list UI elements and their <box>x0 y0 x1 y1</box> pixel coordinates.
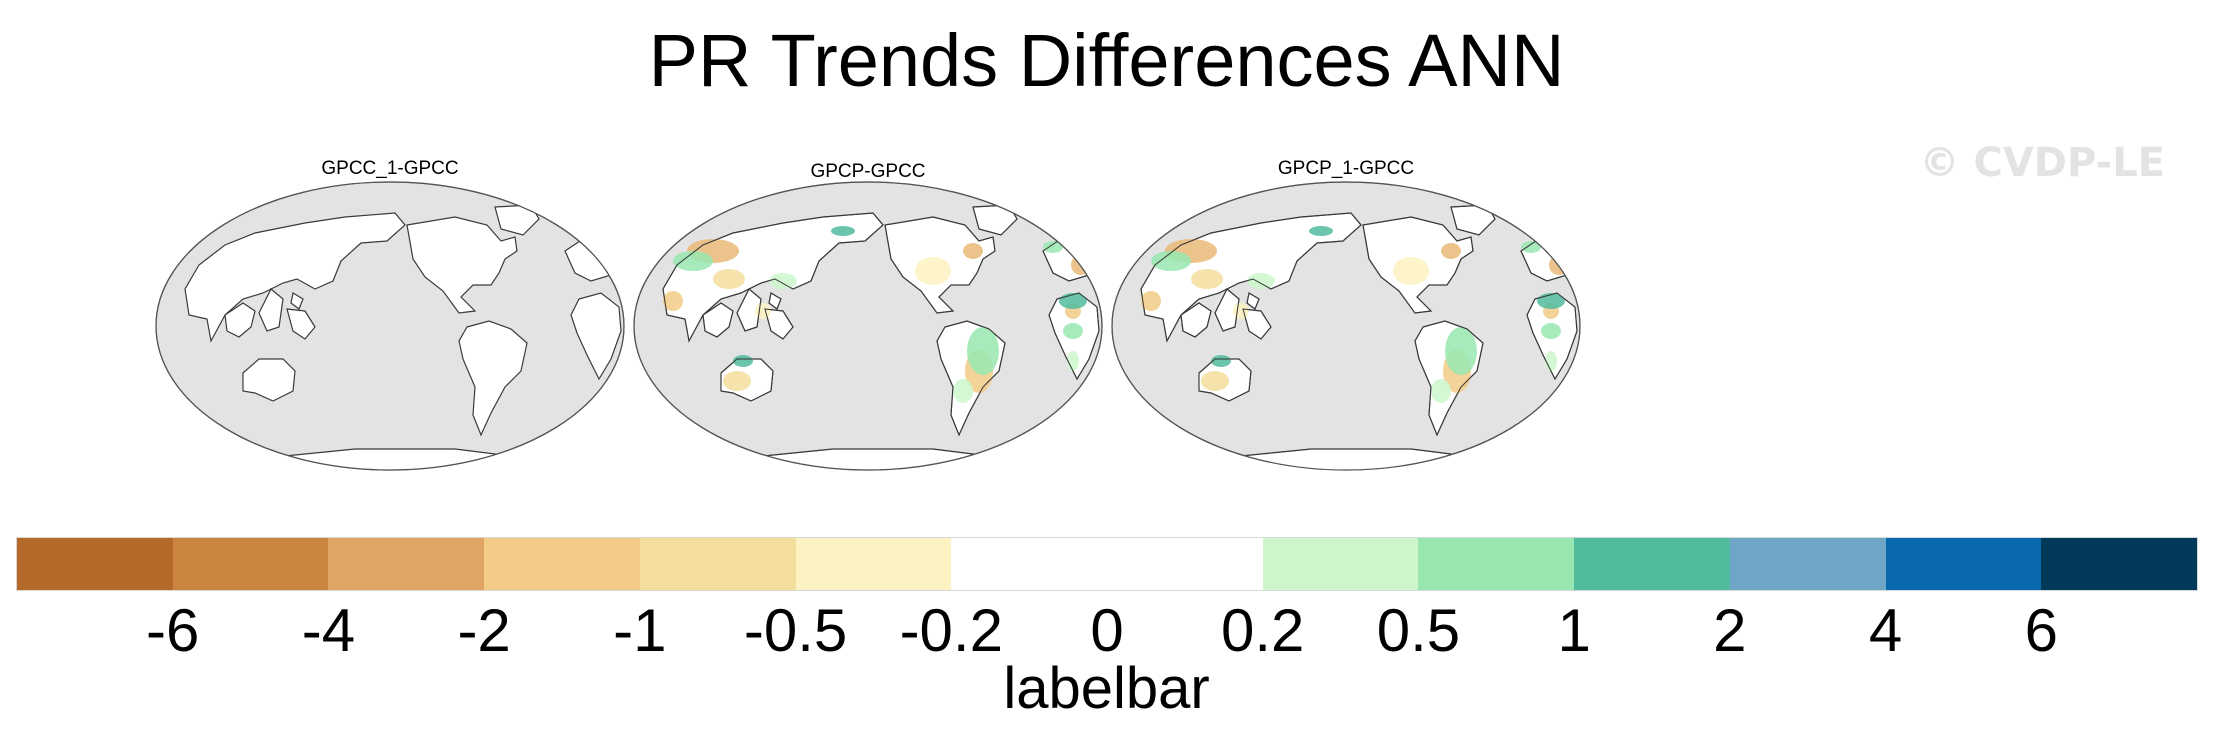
coastline <box>768 292 782 310</box>
labelbar-box <box>17 538 173 590</box>
trend-patch-positive <box>673 251 713 271</box>
labelbar-tick-label: 0.5 <box>1376 597 1461 664</box>
coastline <box>736 288 762 332</box>
map-border <box>155 181 625 471</box>
coastline <box>936 320 1006 437</box>
trend-patch-negative <box>663 291 683 311</box>
trend-patch-negative <box>723 371 751 391</box>
coastline <box>720 358 774 402</box>
trend-patch-positive <box>1541 323 1561 339</box>
trend-patch-positive <box>1151 251 1191 271</box>
land-outline <box>458 320 528 437</box>
trend-patch-positive <box>769 273 797 289</box>
coastline <box>884 216 996 314</box>
trend-patch-positive <box>1063 323 1083 339</box>
labelbar-box <box>172 538 329 590</box>
trend-patch-negative <box>1201 371 1229 391</box>
trend-patch-positive <box>1431 379 1451 403</box>
coastline <box>764 308 794 340</box>
trend-patch-negative <box>1191 269 1223 289</box>
coastline <box>1242 308 1272 340</box>
coastline <box>1180 302 1212 338</box>
labelbar-box <box>328 538 485 590</box>
labelbar-box <box>1885 538 2042 590</box>
labelbar-tick-label: 0 <box>1090 597 1124 664</box>
panel-title-gpcc1-gpcc: GPCC_1-GPCC <box>321 158 459 179</box>
panel-title-gpcp1-gpcc: GPCP_1-GPCC <box>1277 158 1415 179</box>
labelbar-box <box>951 538 1108 590</box>
trend-patch-negative <box>1441 243 1461 259</box>
land-outline <box>224 302 256 338</box>
map-panel-gpcp-gpcc <box>633 181 1103 471</box>
labelbar-box <box>795 538 952 590</box>
labelbar-tick-label: -0.2 <box>899 597 1003 664</box>
figure-title: PR Trends Differences ANN <box>648 19 1565 102</box>
land-outline <box>290 292 304 310</box>
coastline <box>1214 288 1240 332</box>
trend-patch-negative <box>915 257 951 285</box>
labelbar-tick-label: 2 <box>1713 597 1747 664</box>
trend-patch-negative <box>1233 303 1249 319</box>
coastline <box>1048 292 1100 381</box>
coastline <box>1362 216 1474 314</box>
trend-patch-positive <box>1545 351 1557 371</box>
coastline <box>1526 292 1578 381</box>
coastline <box>1414 320 1484 437</box>
labelbar-tick-label: -0.5 <box>743 597 848 664</box>
land-outline <box>570 292 622 381</box>
land-outline <box>286 308 316 340</box>
land-outline <box>258 288 284 332</box>
trend-patch-positive <box>953 379 973 403</box>
map-panel-gpcc1-gpcc <box>155 181 625 471</box>
trend-patch-positive <box>1445 327 1477 375</box>
labelbar-box <box>1729 538 1886 590</box>
coastline <box>1140 212 1362 343</box>
labelbar-tick-label: 1 <box>1557 597 1591 664</box>
land-outline <box>184 212 406 343</box>
trend-patch-negative <box>755 303 771 319</box>
labelbar-tick-label: 6 <box>2024 597 2058 664</box>
map-border <box>633 181 1103 471</box>
labelbar <box>16 537 2198 591</box>
labelbar-tick-label: -2 <box>457 597 511 664</box>
labelbar-tick-label: 4 <box>1868 597 1903 664</box>
coastline <box>702 302 734 338</box>
trend-patch-positive <box>967 327 999 375</box>
labelbar-box <box>1262 538 1419 590</box>
map-panel-gpcp1-gpcc <box>1111 181 1581 471</box>
trend-patch-positive <box>1043 241 1063 253</box>
labelbar-box <box>484 538 640 590</box>
labelbar-tick-label: -6 <box>146 597 200 664</box>
land-outline <box>242 358 296 402</box>
labelbar-tick-label: -1 <box>613 597 667 664</box>
trend-patch-negative <box>963 243 983 259</box>
panel-title-gpcp-gpcc: GPCP-GPCC <box>810 161 926 182</box>
trend-patch-negative <box>713 269 745 289</box>
trend-patch-negative <box>1141 291 1161 311</box>
trend-patch-positive <box>1521 241 1541 253</box>
watermark-logo: © CVDP-LE <box>1919 140 2165 186</box>
coastline <box>662 212 884 343</box>
labelbar-box <box>1418 538 1575 590</box>
trend-patch-positive <box>733 355 753 367</box>
trend-patch-positive <box>1067 351 1079 371</box>
labelbar-box <box>1574 538 1730 590</box>
coastline <box>1246 292 1260 310</box>
coastline <box>1198 358 1252 402</box>
trend-patch-positive <box>1309 226 1333 236</box>
labelbar-tick-label: -4 <box>301 597 356 664</box>
labelbar-tick-label: 0.2 <box>1220 597 1305 664</box>
trend-patch-positive <box>1247 273 1275 289</box>
trend-patch-positive <box>1211 355 1231 367</box>
labelbar-box <box>639 538 796 590</box>
trend-patch-positive <box>831 226 855 236</box>
labelbar-title: labelbar <box>1003 656 1210 721</box>
labelbar-box <box>1107 538 1263 590</box>
trend-patch-negative <box>1393 257 1429 285</box>
labelbar-box <box>2041 538 2198 590</box>
map-border <box>1111 181 1581 471</box>
land-outline <box>406 216 518 314</box>
